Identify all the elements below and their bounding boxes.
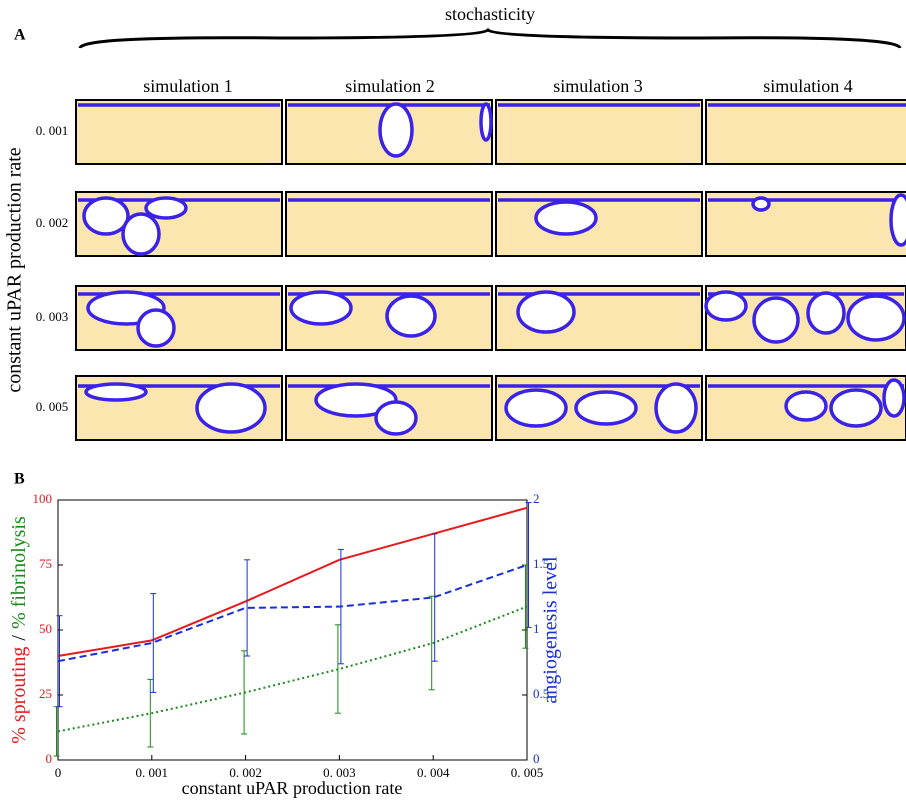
y2-tick-label: 1 <box>533 621 540 636</box>
series-line <box>58 607 527 732</box>
y2-axis-label: angiogenesis level <box>540 556 562 704</box>
y-axis-label-part: % fibrinolysis <box>8 516 30 629</box>
y2-tick-label: 0 <box>533 751 540 766</box>
x-axis-label: constant uPAR production rate <box>182 778 403 798</box>
x-tick-label: 0. 001 <box>136 765 169 780</box>
y-tick-label: 0 <box>46 751 53 766</box>
y-axis-label-part: % sprouting <box>8 647 30 744</box>
figure: A stochasticity simulation 1 simulation … <box>0 0 906 804</box>
row-label: 0. 003 <box>36 309 69 324</box>
y2-tick-label: 1.5 <box>533 556 549 571</box>
simulation-grid <box>76 100 906 440</box>
x-tick-label: 0. 005 <box>511 765 544 780</box>
column-header: simulation 3 <box>553 76 643 96</box>
x-tick-label: 0. 004 <box>417 765 450 780</box>
series-line <box>58 565 527 661</box>
y-tick-label: 25 <box>39 686 52 701</box>
brace <box>80 30 900 48</box>
row-axis-label: constant uPAR production rate <box>4 147 26 392</box>
x-tick-label: 0. 002 <box>229 765 262 780</box>
y2-tick-label: 2 <box>533 491 540 506</box>
panel-title: stochasticity <box>445 4 535 24</box>
column-header: simulation 1 <box>143 76 233 96</box>
y-tick-label: 100 <box>33 491 53 506</box>
column-header: simulation 4 <box>763 76 853 96</box>
row-label: 0. 002 <box>36 215 69 230</box>
x-tick-label: 0. 003 <box>323 765 356 780</box>
y-tick-label: 75 <box>39 556 52 571</box>
y2-tick-label: 0.5 <box>533 686 549 701</box>
panel-label: B <box>14 471 25 488</box>
row-label: 0. 001 <box>36 123 69 138</box>
row-label: 0. 005 <box>36 399 69 414</box>
plot-frame <box>58 500 527 760</box>
x-tick-label: 0 <box>55 765 62 780</box>
y-tick-label: 50 <box>39 621 52 636</box>
y-axis-label-part: / <box>8 635 30 641</box>
column-header: simulation 2 <box>345 76 435 96</box>
y-axis-label: % sprouting / % fibrinolysis <box>8 516 30 744</box>
error-bar <box>523 565 529 648</box>
panel-label: A <box>14 27 26 44</box>
